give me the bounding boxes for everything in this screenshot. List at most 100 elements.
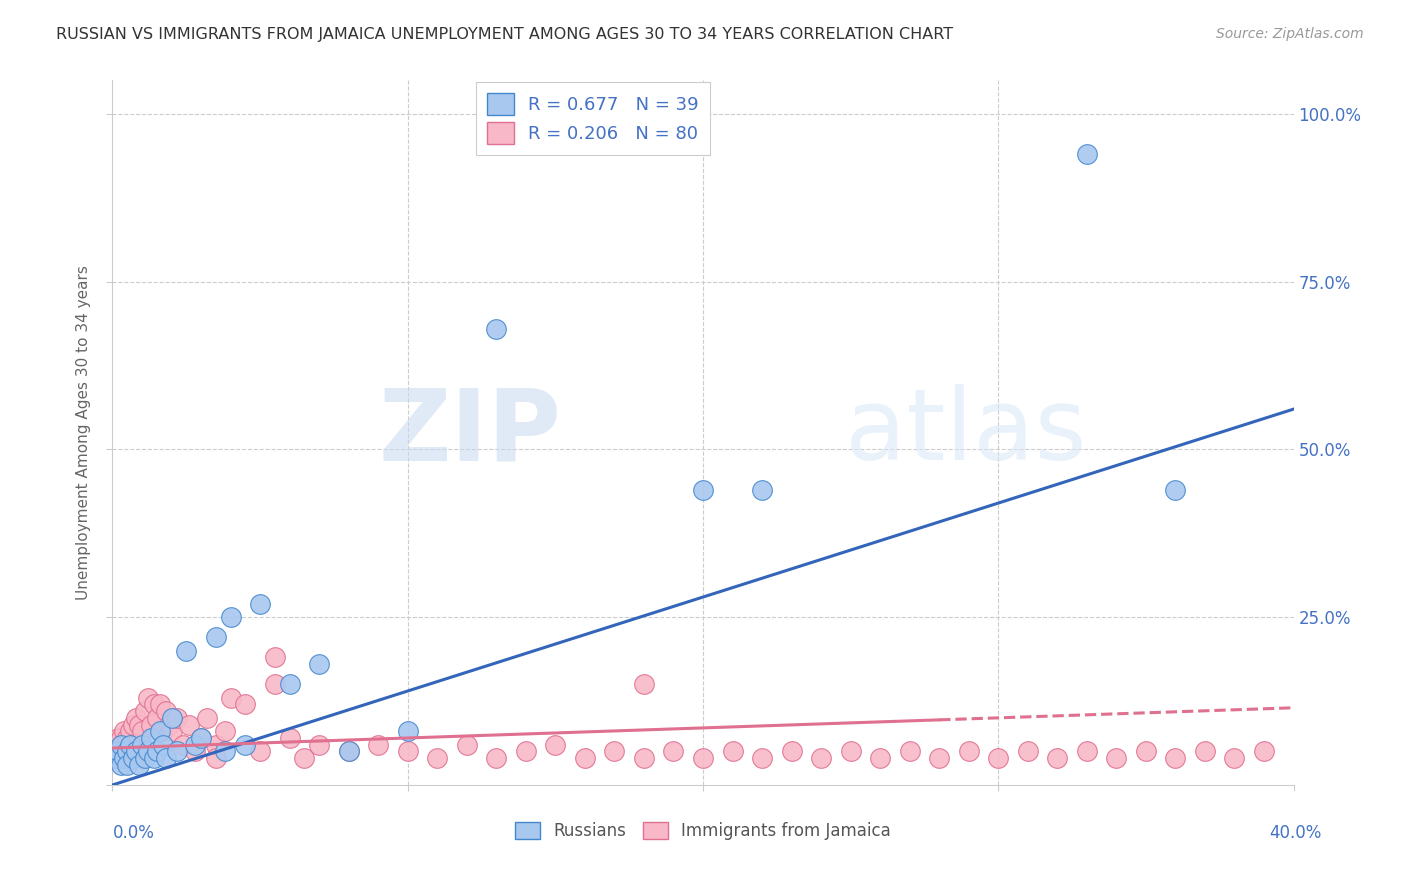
Point: [692, 751, 714, 765]
Point: [110, 731, 132, 745]
Point: [149, 724, 172, 739]
Point: [721, 744, 744, 758]
Point: [264, 677, 287, 691]
Point: [219, 690, 242, 705]
Point: [142, 698, 165, 712]
Point: [214, 744, 236, 758]
Point: [1105, 751, 1128, 765]
Point: [112, 751, 135, 765]
Point: [190, 731, 212, 745]
Point: [152, 724, 174, 739]
Point: [233, 698, 256, 712]
Point: [125, 738, 148, 752]
Point: [107, 731, 129, 745]
Point: [184, 744, 207, 758]
Point: [633, 677, 655, 691]
Point: [139, 731, 162, 745]
Point: [957, 744, 980, 758]
Point: [122, 717, 145, 731]
Point: [172, 738, 194, 752]
Point: [205, 751, 228, 765]
Point: [155, 704, 177, 718]
Point: [574, 751, 596, 765]
Point: [692, 483, 714, 497]
Point: [134, 704, 156, 718]
Point: [155, 751, 177, 765]
Point: [1164, 483, 1187, 497]
Point: [1164, 751, 1187, 765]
Point: [117, 744, 138, 758]
Point: [337, 744, 360, 758]
Text: 0.0%: 0.0%: [112, 824, 155, 842]
Point: [396, 724, 419, 739]
Point: [157, 717, 180, 731]
Point: [166, 711, 188, 725]
Point: [104, 751, 127, 765]
Point: [928, 751, 950, 765]
Point: [107, 751, 129, 765]
Point: [544, 738, 567, 752]
Point: [1076, 744, 1098, 758]
Point: [125, 744, 148, 758]
Point: [898, 744, 921, 758]
Point: [337, 744, 360, 758]
Text: ZIP: ZIP: [378, 384, 561, 481]
Point: [107, 744, 129, 758]
Point: [120, 738, 142, 752]
Point: [184, 738, 207, 752]
Point: [987, 751, 1010, 765]
Point: [117, 744, 138, 758]
Point: [160, 711, 183, 725]
Point: [117, 731, 138, 745]
Point: [190, 731, 212, 745]
Point: [308, 657, 330, 672]
Point: [120, 724, 142, 739]
Point: [633, 751, 655, 765]
Point: [195, 711, 218, 725]
Legend: Russians, Immigrants from Jamaica: Russians, Immigrants from Jamaica: [509, 815, 897, 847]
Point: [122, 744, 145, 758]
Point: [456, 738, 478, 752]
Point: [160, 724, 183, 739]
Point: [485, 321, 508, 335]
Point: [128, 757, 150, 772]
Point: [308, 738, 330, 752]
Point: [278, 731, 301, 745]
Point: [166, 744, 188, 758]
Point: [131, 724, 153, 739]
Point: [112, 724, 135, 739]
Point: [1194, 744, 1216, 758]
Point: [174, 644, 197, 658]
Point: [139, 717, 162, 731]
Point: [149, 698, 172, 712]
Point: [810, 751, 832, 765]
Point: [152, 738, 174, 752]
Point: [1135, 744, 1157, 758]
Point: [780, 744, 803, 758]
Point: [104, 738, 127, 752]
Point: [869, 751, 891, 765]
Point: [396, 744, 419, 758]
Point: [136, 690, 159, 705]
Point: [367, 738, 389, 752]
Point: [142, 751, 165, 765]
Point: [110, 757, 132, 772]
Text: Source: ZipAtlas.com: Source: ZipAtlas.com: [1216, 27, 1364, 41]
Point: [104, 751, 127, 765]
Point: [249, 744, 271, 758]
Point: [112, 751, 135, 765]
Point: [662, 744, 685, 758]
Text: 40.0%: 40.0%: [1270, 824, 1322, 842]
Text: RUSSIAN VS IMMIGRANTS FROM JAMAICA UNEMPLOYMENT AMONG AGES 30 TO 34 YEARS CORREL: RUSSIAN VS IMMIGRANTS FROM JAMAICA UNEMP…: [56, 27, 953, 42]
Point: [1076, 147, 1098, 161]
Point: [1253, 744, 1275, 758]
Point: [122, 751, 145, 765]
Point: [1046, 751, 1069, 765]
Point: [219, 610, 242, 624]
Point: [292, 751, 315, 765]
Point: [179, 717, 201, 731]
Point: [751, 751, 773, 765]
Point: [214, 724, 236, 739]
Point: [839, 744, 862, 758]
Point: [146, 744, 169, 758]
